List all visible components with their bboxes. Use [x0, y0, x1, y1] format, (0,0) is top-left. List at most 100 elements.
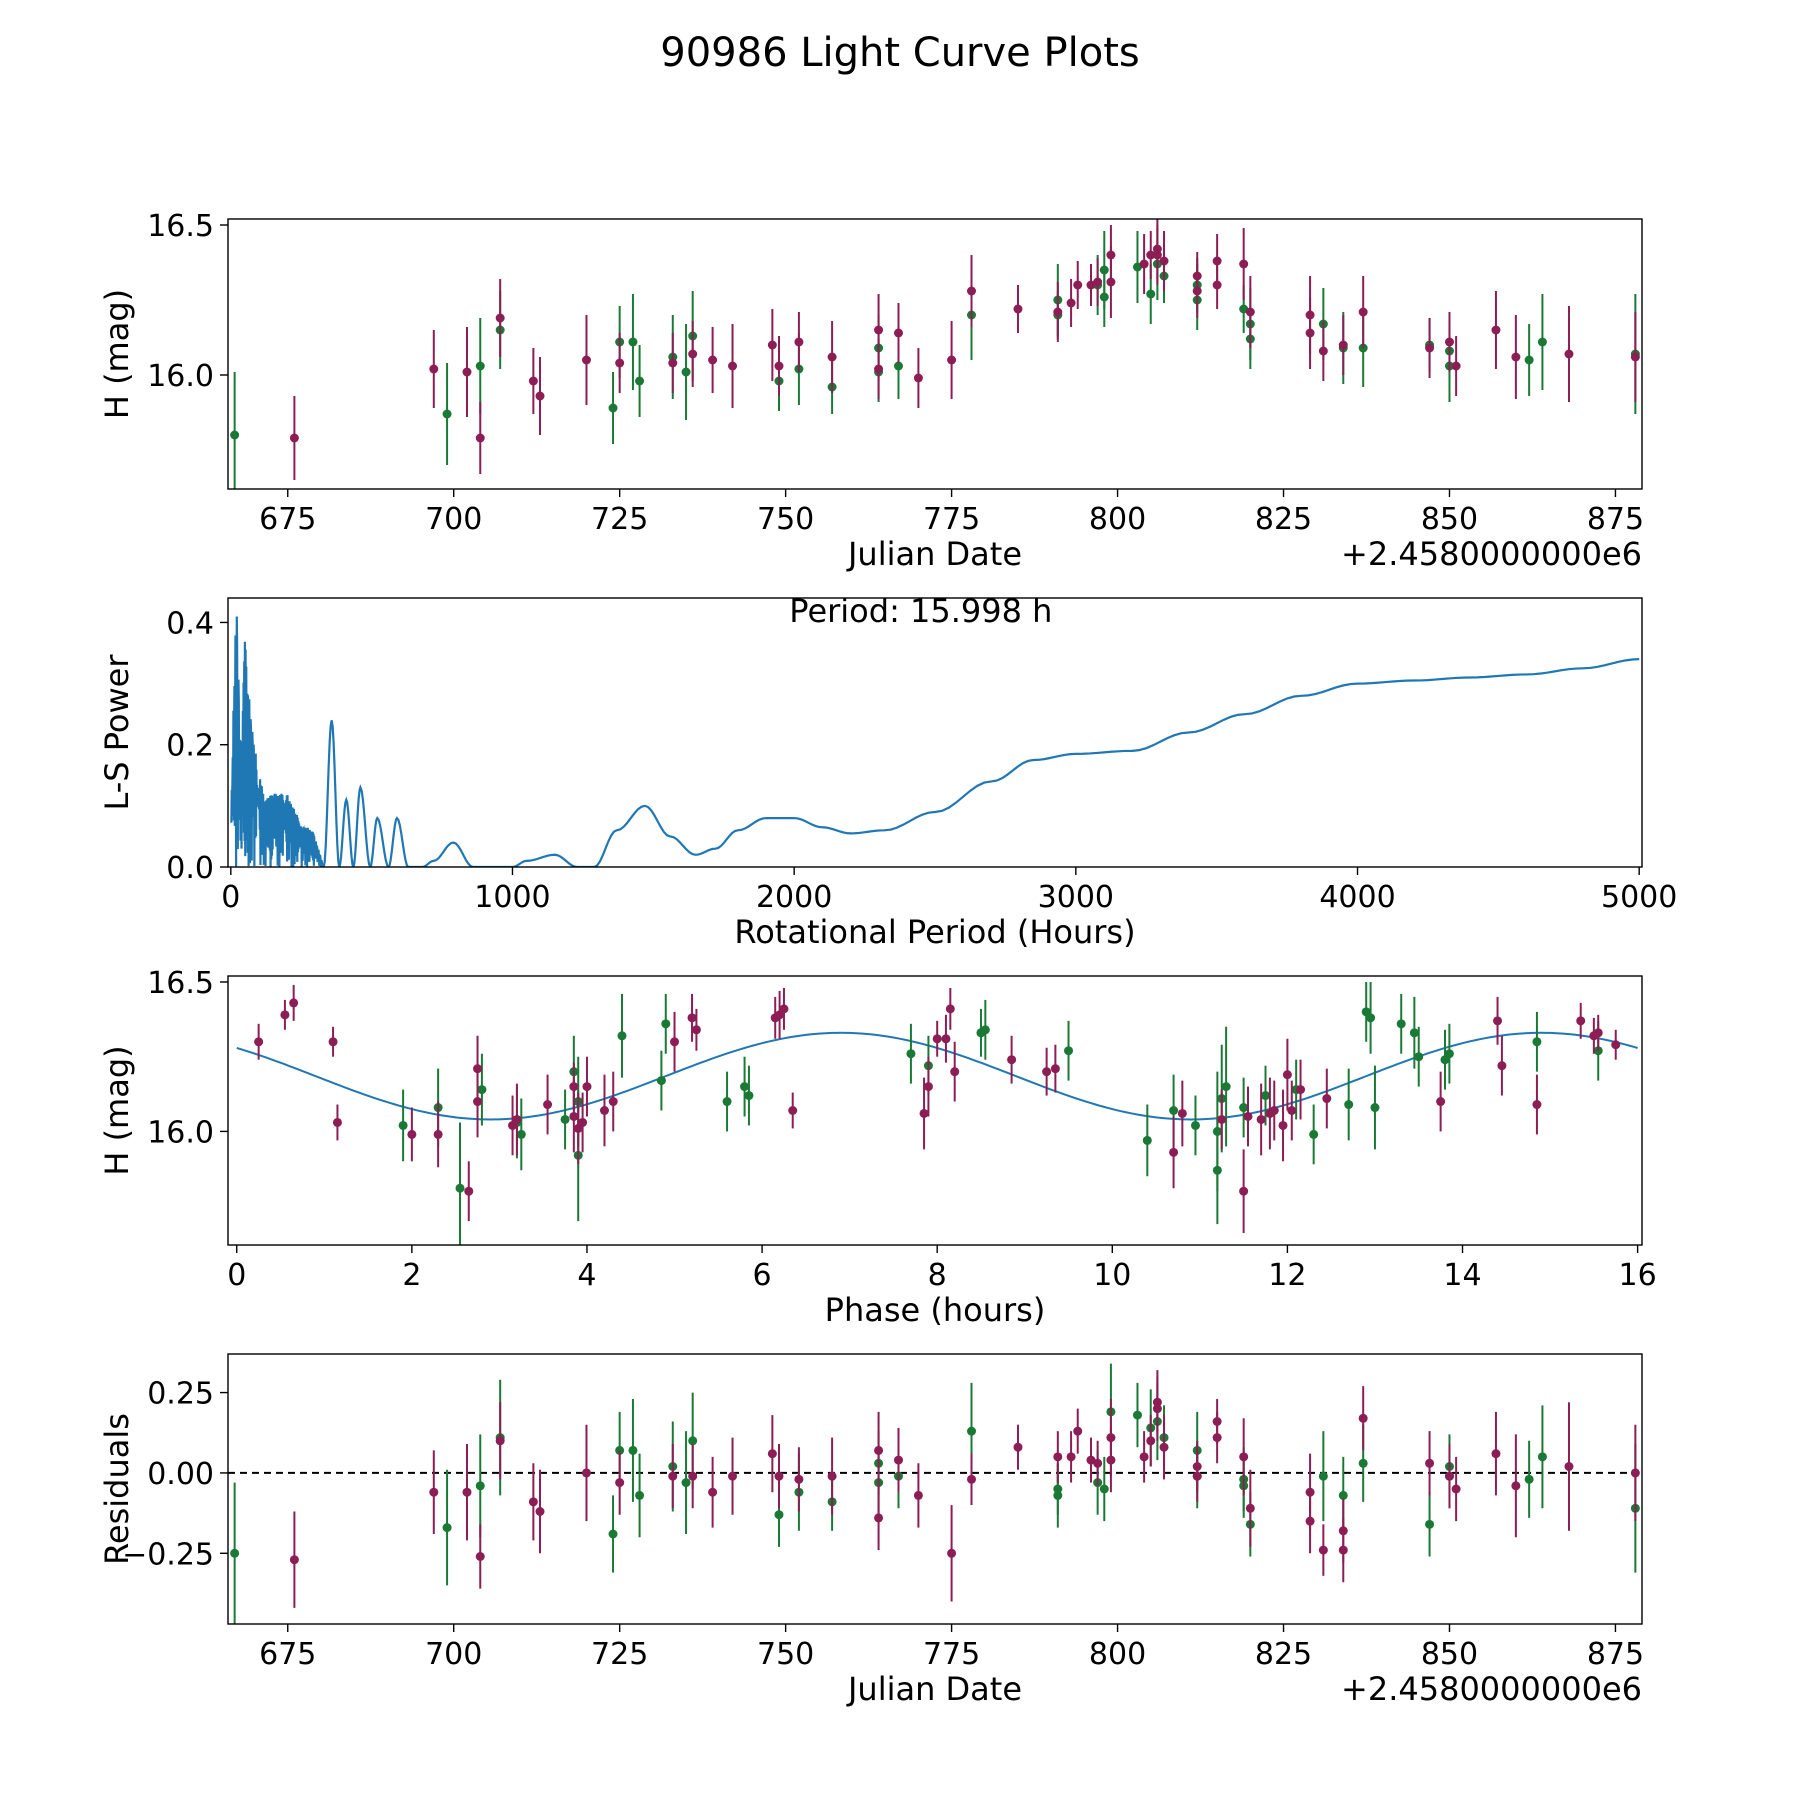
panel-lightcurve: 675 700 725 750 775 800 825 850 875 16.0 16.5 Julia… — [98, 209, 1644, 573]
phased-point-g — [1212, 1165, 1222, 1175]
lightcurve-point-g — [230, 430, 240, 440]
residuals-point-r — [1106, 1455, 1116, 1465]
residuals-point-r — [1192, 1471, 1202, 1481]
residuals-point-g — [774, 1510, 784, 1520]
residuals-point-r — [774, 1471, 784, 1481]
phased-point-r — [280, 1010, 290, 1020]
phased-point-r — [1287, 1106, 1297, 1115]
residuals-point-g — [681, 1478, 691, 1488]
lightcurve-point-r — [947, 355, 957, 365]
lightcurve-point-r — [893, 328, 903, 338]
lightcurve-point-r — [767, 340, 777, 350]
lightcurve-point-r — [1338, 340, 1348, 350]
lightcurve-offset-label: +2.4580000000e6 — [1341, 535, 1642, 573]
residuals-point-g — [1338, 1490, 1348, 1500]
phased-point-g — [1370, 1103, 1380, 1113]
phased-point-r — [1239, 1186, 1249, 1196]
lightcurve-xtick-label: 850 — [1421, 502, 1478, 537]
lightcurve-point-r — [495, 313, 505, 323]
residuals-point-r — [913, 1490, 923, 1500]
residuals-xtick-label: 775 — [923, 1637, 980, 1672]
residuals-xtick-label: 875 — [1587, 1637, 1644, 1672]
lightcurve-point-r — [774, 361, 784, 371]
residuals-xtick-label: 750 — [757, 1637, 814, 1672]
residuals-ytick-label: 0.00 — [147, 1457, 214, 1492]
residuals-point-r — [581, 1468, 591, 1478]
phased-point-r — [254, 1037, 264, 1047]
lightcurve-point-g — [1099, 292, 1109, 302]
lightcurve-point-r — [1491, 325, 1501, 335]
phased-xtick-label: 16 — [1619, 1258, 1657, 1293]
lightcurve-point-r — [1146, 250, 1156, 260]
phased-point-g — [1239, 1103, 1249, 1113]
phased-point-r — [1042, 1067, 1052, 1077]
residuals-point-r — [1630, 1468, 1640, 1478]
phased-point-r — [608, 1097, 618, 1107]
residuals-point-g — [1132, 1410, 1142, 1420]
phased-point-g — [1064, 1046, 1074, 1056]
phased-series-r — [254, 984, 1621, 1234]
lightcurve-point-r — [528, 376, 538, 386]
residuals-point-r — [728, 1471, 738, 1481]
residuals-point-r — [1305, 1516, 1315, 1526]
phased-xtick-label: 2 — [402, 1258, 421, 1293]
residuals-point-g — [475, 1481, 485, 1491]
residuals-point-r — [874, 1513, 884, 1523]
phased-point-r — [1296, 1085, 1306, 1095]
phased-point-r — [1269, 1106, 1279, 1115]
residuals-offset-label: +2.4580000000e6 — [1341, 1670, 1642, 1708]
phased-frame — [227, 975, 1643, 1246]
phased-point-g — [1409, 1028, 1419, 1038]
phased-point-r — [950, 1067, 960, 1077]
lightcurve-point-r — [688, 349, 698, 359]
residuals-point-r — [1013, 1442, 1023, 1452]
residuals-point-g — [442, 1523, 452, 1533]
lightcurve-point-r — [874, 325, 884, 335]
phased-point-g — [656, 1076, 666, 1086]
residuals-point-r — [1139, 1452, 1149, 1462]
residuals-xtick-label: 800 — [1089, 1637, 1146, 1672]
phased-xlabel: Phase (hours) — [825, 1291, 1046, 1329]
periodogram-xtick-label: 0 — [221, 880, 240, 915]
phased-point-g — [744, 1091, 754, 1101]
residuals-xtick-label: 675 — [259, 1637, 316, 1672]
lightcurve-point-r — [1511, 352, 1521, 362]
residuals-point-g — [1053, 1490, 1063, 1500]
lightcurve-point-g — [1524, 355, 1534, 365]
residuals-point-g — [1425, 1519, 1435, 1529]
lightcurve-point-r — [1425, 343, 1435, 353]
residuals-point-g — [628, 1445, 638, 1455]
lightcurve-point-r — [289, 433, 299, 443]
lightcurve-point-r — [1305, 328, 1315, 338]
phased-point-r — [1493, 1016, 1503, 1026]
lightcurve-xtick-label: 700 — [425, 502, 482, 537]
lightcurve-point-r — [1358, 307, 1368, 317]
lightcurve-point-g — [893, 361, 903, 371]
residuals-point-r — [967, 1474, 977, 1484]
lightcurve-point-g — [681, 367, 691, 377]
phased-point-g — [477, 1085, 487, 1095]
phased-point-g — [1309, 1129, 1319, 1139]
residuals-point-r — [1066, 1452, 1076, 1462]
residuals-point-r — [1073, 1426, 1083, 1436]
residuals-point-r — [1318, 1545, 1328, 1555]
phased-point-r — [1593, 1028, 1603, 1038]
residuals-point-r — [1338, 1526, 1348, 1536]
residuals-point-g — [1099, 1484, 1109, 1494]
phased-point-r — [1532, 1100, 1542, 1110]
phased-point-r — [691, 1025, 701, 1035]
lightcurve-point-r — [1245, 307, 1255, 317]
phased-point-r — [1278, 1120, 1288, 1130]
phased-point-g — [516, 1129, 526, 1139]
panel-periodogram: 0 1000 2000 3000 4000 5000 0.0 0.2 0.4 Rotational… — [98, 592, 1677, 951]
residuals-point-r — [708, 1487, 718, 1497]
residuals-point-g — [230, 1548, 240, 1558]
periodogram-annotation: Period: 15.998 h — [789, 592, 1052, 630]
lightcurve-point-r — [535, 391, 545, 401]
residuals-point-r — [1146, 1436, 1156, 1446]
phased-point-r — [941, 1034, 951, 1044]
figure-title: 90986 Light Curve Plots — [660, 30, 1139, 76]
lightcurve-point-r — [615, 358, 625, 368]
phased-point-g — [906, 1049, 916, 1059]
lightcurve-point-r — [1066, 298, 1076, 308]
